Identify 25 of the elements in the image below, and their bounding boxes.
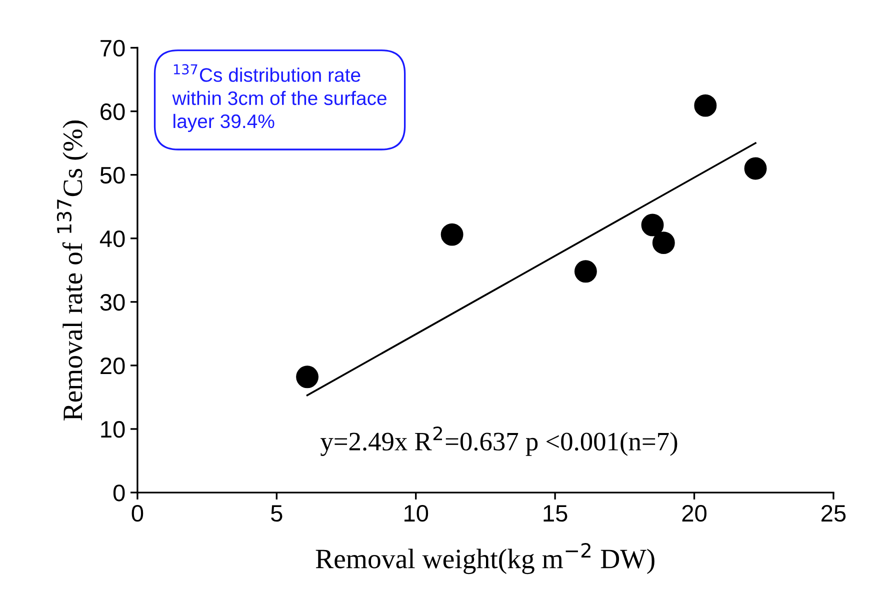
x-tick-label: 20 [682, 504, 706, 522]
point [744, 157, 767, 180]
y-tick-label: 40 [100, 230, 125, 248]
x-axis-title: Removal weight(kg m$^{−2}$ DW) [316, 543, 654, 574]
point [574, 260, 597, 283]
point [694, 94, 717, 117]
y-tick-label: 50 [100, 166, 125, 184]
y-axis-title: Removal rate of $^{137}$Cs (%) [56, 120, 88, 420]
y-tick-label: 30 [100, 294, 125, 311]
y-tick-label: 10 [101, 421, 125, 438]
annotation: $^{137}$Cs distribution rate within 3cm of the surface layer 39.4% [172, 64, 386, 132]
y-tick-label: 60 [100, 103, 125, 120]
point [440, 223, 464, 246]
x-tick-label: 0 [132, 504, 144, 522]
y-tick-label: 20 [100, 358, 125, 374]
y-tick-label: 0 [113, 484, 125, 502]
annotation: y=2.49x R$^{2}$=0.637 p <0.001(n=7) [320, 426, 678, 456]
point [641, 214, 664, 236]
point [652, 232, 675, 254]
x-tick-label: 15 [544, 505, 568, 522]
point [296, 366, 319, 388]
x-tick-label: 25 [822, 504, 846, 522]
x-tick-label: 5 [271, 505, 282, 522]
x-tick-label: 10 [404, 504, 428, 522]
y-tick-label: 70 [100, 40, 125, 57]
